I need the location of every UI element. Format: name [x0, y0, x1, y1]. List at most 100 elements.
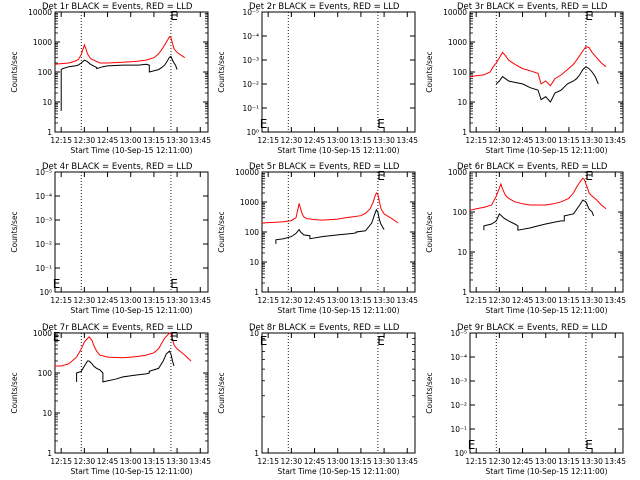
x-tick-label: 13:00 [327, 457, 349, 466]
events-series-line [483, 199, 595, 231]
y-tick-label: 10000 [235, 168, 259, 177]
y-tick-label: 10 [249, 329, 259, 338]
event-marker-label: E [170, 277, 178, 291]
event-marker-label: E [170, 330, 178, 344]
y-tick-label: 10⁻³ [35, 216, 52, 225]
x-tick-label: 13:00 [535, 457, 557, 466]
lld-series-line [54, 36, 186, 65]
y-tick-label: 10⁻³ [242, 56, 259, 65]
x-axis-label: Start Time (10-Sep-15 12:11:00) [278, 146, 400, 155]
chart-title: Det 4r BLACK = Events, RED = LLD [42, 162, 193, 172]
x-tick-label: 12:15 [257, 136, 279, 145]
y-axis-label: Counts/sec [10, 211, 19, 252]
x-tick-label: 13:45 [604, 457, 626, 466]
y-tick-label: 10⁻¹ [450, 425, 467, 434]
chart-title: Det 6r BLACK = Events, RED = LLD [457, 162, 608, 172]
x-tick-label: 13:45 [604, 136, 626, 145]
y-tick-label: 1 [254, 288, 259, 297]
x-tick-label: 12:45 [304, 296, 326, 305]
x-tick-label: 13:45 [189, 296, 211, 305]
x-axis-label: Start Time (10-Sep-15 12:11:00) [486, 467, 608, 476]
y-tick-label: 1000 [448, 38, 467, 47]
y-tick-label: 10⁻⁴ [242, 32, 259, 41]
x-tick-label: 13:30 [166, 136, 188, 145]
y-tick-label: 100 [245, 228, 260, 237]
x-tick-label: 12:15 [257, 296, 279, 305]
y-tick-label: 10⁻² [35, 240, 52, 249]
y-tick-label: 10⁻⁵ [242, 8, 259, 17]
x-tick-label: 13:15 [143, 136, 165, 145]
x-tick-label: 13:00 [120, 136, 142, 145]
events-series-line [495, 66, 599, 103]
y-tick-label: 1 [462, 288, 467, 297]
y-tick-label: 10⁻² [450, 401, 467, 410]
y-tick-label: 10⁻⁵ [450, 329, 467, 338]
x-tick-label: 13:30 [581, 296, 603, 305]
x-axis-label: Start Time (10-Sep-15 12:11:00) [278, 467, 400, 476]
x-tick-label: 13:30 [581, 136, 603, 145]
x-tick-label: 12:30 [74, 457, 96, 466]
plot-frame [261, 11, 416, 133]
y-tick-label: 10 [42, 409, 52, 418]
x-tick-label: 13:30 [373, 457, 395, 466]
x-tick-label: 13:00 [327, 136, 349, 145]
y-tick-label: 10⁰ [39, 288, 52, 297]
y-axis-label: Counts/sec [217, 211, 226, 252]
plot-frame [469, 11, 624, 133]
lld-series-line [261, 192, 399, 224]
x-tick-label: 12:45 [512, 136, 534, 145]
event-marker-label: E [377, 117, 385, 131]
x-tick-label: 13:30 [166, 296, 188, 305]
y-tick-label: 10⁻⁴ [450, 353, 467, 362]
x-tick-label: 13:30 [373, 136, 395, 145]
y-axis-label: Counts/sec [217, 372, 226, 413]
x-axis-label: Start Time (10-Sep-15 12:11:00) [71, 306, 193, 315]
x-tick-label: 13:45 [189, 457, 211, 466]
event-marker-label: E [260, 117, 268, 131]
y-tick-label: 100 [453, 68, 468, 77]
x-tick-label: 12:30 [281, 296, 303, 305]
chart-title: Det 2r BLACK = Events, RED = LLD [249, 2, 400, 12]
x-tick-label: 12:30 [489, 457, 511, 466]
y-tick-label: 100 [38, 68, 53, 77]
y-tick-label: 1000 [33, 329, 52, 338]
x-tick-label: 13:00 [327, 296, 349, 305]
x-tick-label: 13:15 [558, 296, 580, 305]
x-tick-label: 12:30 [74, 136, 96, 145]
x-tick-label: 12:15 [257, 457, 279, 466]
plot-frame [54, 11, 209, 133]
x-tick-label: 13:30 [581, 457, 603, 466]
x-axis-label: Start Time (10-Sep-15 12:11:00) [278, 306, 400, 315]
y-tick-label: 10000 [443, 8, 467, 17]
x-axis-label: Start Time (10-Sep-15 12:11:00) [486, 306, 608, 315]
y-tick-label: 1000 [240, 198, 259, 207]
y-tick-label: 1 [254, 449, 259, 458]
events-series-line [275, 208, 385, 244]
y-tick-label: 10⁻⁵ [35, 168, 52, 177]
y-tick-label: 100 [453, 208, 468, 217]
x-tick-label: 13:45 [396, 136, 418, 145]
x-tick-label: 12:45 [97, 296, 119, 305]
x-tick-label: 13:15 [143, 457, 165, 466]
y-tick-label: 10 [249, 258, 259, 267]
y-tick-label: 1 [47, 128, 52, 137]
x-tick-label: 12:30 [74, 296, 96, 305]
y-axis-label: Counts/sec [217, 51, 226, 92]
lld-series-line [469, 177, 607, 211]
x-tick-label: 12:30 [281, 136, 303, 145]
y-tick-label: 10 [42, 98, 52, 107]
event-marker-label: E [260, 334, 268, 348]
plot-frame [469, 332, 624, 454]
x-tick-label: 13:45 [396, 296, 418, 305]
y-axis-label: Counts/sec [10, 372, 19, 413]
x-tick-label: 13:15 [350, 296, 372, 305]
event-marker-label: E [377, 169, 385, 183]
x-tick-label: 13:15 [143, 296, 165, 305]
y-tick-label: 10000 [28, 8, 52, 17]
